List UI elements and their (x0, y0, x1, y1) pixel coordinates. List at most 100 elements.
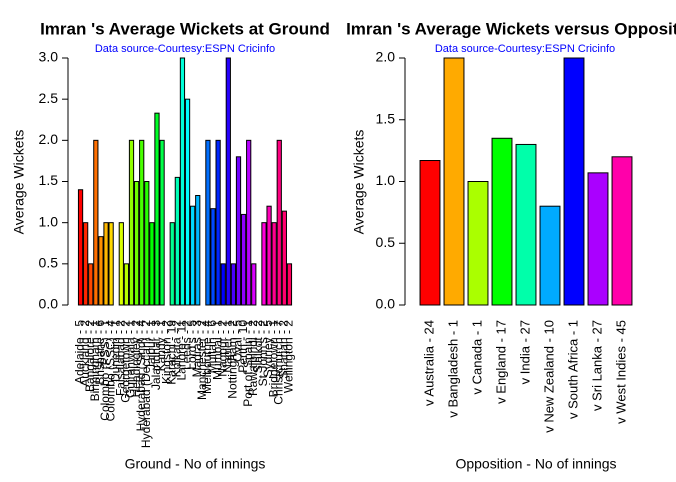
bar (108, 222, 114, 306)
bar (159, 139, 165, 306)
bar (276, 139, 282, 306)
x-tick-label: Lahore - 11 (175, 320, 189, 381)
bar (563, 57, 585, 306)
x-tick-label: Lord's - 5 (185, 320, 199, 370)
bar (169, 222, 175, 306)
bar (103, 222, 109, 306)
y-tick-label: 1.5 (39, 172, 59, 188)
x-tick-label: Headingley - 2 (129, 320, 143, 398)
x-tick-label: Faisalabad - 2 (113, 320, 127, 396)
bar (83, 222, 89, 306)
bar (246, 139, 252, 306)
bar (123, 263, 130, 306)
bar (220, 263, 226, 306)
x-tick-label: Sydney - 5 (261, 320, 275, 378)
bar (230, 263, 237, 306)
x-tick-label: Port of Spain - 1 (241, 320, 255, 407)
x-tick-label: Sharjah - 2 (277, 320, 291, 379)
bar (539, 205, 561, 306)
x-tick-label: Napier - 1 (220, 320, 234, 373)
bar (210, 208, 216, 306)
bar (190, 205, 196, 306)
bar (144, 181, 150, 306)
x-tick-label: Kandy - 1 (154, 320, 168, 372)
bar (128, 139, 135, 306)
x-tick-label: v West Indies - 45 (613, 320, 628, 424)
x-tick-label: Multan - 6 (205, 320, 219, 374)
x-tick-label: Nagpur - 2 (215, 320, 229, 377)
y-tick-label: 0.5 (39, 255, 59, 271)
bar (215, 139, 221, 306)
x-tick-label: Oval - 5 (231, 320, 245, 362)
y-tick-label: 2.5 (39, 90, 59, 106)
bar (467, 181, 489, 306)
x-tick-label: Melbourne - 4 (200, 320, 214, 394)
bar (174, 176, 180, 306)
bar (419, 160, 441, 306)
x-tick-label: Dunedin - 1 (108, 320, 122, 382)
x-tick-label: Jaipur - 1 (144, 320, 158, 370)
x-tick-label: v Sri Lanka - 27 (589, 320, 604, 411)
x-tick-label: Hyderabad (Deccan) - 2 (139, 320, 153, 448)
bar (195, 194, 201, 306)
x-tick-label: Jalandhar - 3 (149, 320, 163, 390)
x-tick-label: v Bangladesh - 1 (445, 320, 460, 418)
bar (77, 189, 84, 306)
x-tick-label: Birmingham - 1 (88, 320, 102, 402)
y-tick-label: 1.0 (39, 213, 59, 229)
bar (587, 172, 609, 306)
x-tick-label: St John's - 2 (256, 320, 270, 387)
x-tick-label: Christchurch - 7 (271, 320, 285, 405)
x-tick-label: Leeds - 2 (180, 320, 194, 370)
x-tick-label: v New Zealand - 10 (541, 320, 556, 433)
x-tick-label: Colombo (PSS) - 1 (98, 320, 112, 421)
x-tick-label: Kolkata - 2 (170, 320, 184, 378)
x-tick-label: Colombo (SSC) - 4 (103, 320, 117, 422)
bar (251, 263, 257, 306)
bar (240, 213, 247, 306)
bar (443, 57, 465, 306)
subtitle: Data source-Courtesy:ESPN Cricinfo (95, 43, 275, 55)
y-axis-label: Average Wickets (11, 130, 27, 235)
x-tick-label: Brisbane - 6 (93, 320, 107, 385)
bar (139, 139, 145, 306)
x-tick-label: Madras - 3 (190, 320, 204, 378)
x-tick-label: Wellington - 2 (282, 320, 296, 393)
bar (261, 222, 267, 306)
bar (281, 210, 287, 306)
x-tick-label: Bridgetown - 1 (266, 320, 280, 398)
x-tick-label: Rawalpindi - 2 (246, 320, 260, 396)
x-tick-label: Sialkot - 2 (251, 320, 265, 374)
x-tick-label: Manchester - 2 (195, 320, 209, 400)
bar (515, 143, 537, 306)
bar (286, 263, 293, 306)
bar (235, 156, 242, 306)
subtitle: Data source-Courtesy:ESPN Cricinfo (435, 43, 615, 55)
bar (491, 137, 513, 306)
y-axis-label: Average Wickets (351, 130, 367, 235)
x-tick-label: Hyderabad (Sind) - 4 (134, 320, 148, 432)
y-tick-label: 0.0 (39, 296, 59, 312)
bar (98, 236, 104, 306)
x-tick-label: v Canada - 1 (469, 320, 484, 394)
x-tick-label: v England - 17 (493, 320, 508, 404)
chart-title: Imran 's Average Wickets at Ground (40, 19, 330, 38)
x-tick-label: Georgetown - 2 (119, 320, 133, 403)
x-tick-label: v India - 27 (517, 320, 532, 384)
x-tick-label: Auckland - 2 (78, 320, 92, 387)
bar (118, 222, 124, 306)
bar (88, 263, 94, 306)
x-tick-label: v Australia - 24 (421, 320, 436, 406)
y-tick-label: 1.0 (376, 172, 396, 188)
bar (611, 156, 633, 306)
chart-title: Imran 's Average Wickets versus Oppositi… (346, 19, 676, 38)
x-tick-label: Adelaide - 5 (73, 320, 87, 384)
x-tick-label: Perth - 10 (236, 320, 250, 373)
bar (179, 57, 186, 306)
bar (93, 139, 99, 306)
y-tick-label: 1.5 (376, 110, 396, 126)
x-tick-label: Kingston - 2 (159, 320, 173, 384)
y-tick-label: 0.0 (376, 296, 396, 312)
bar (225, 57, 231, 306)
